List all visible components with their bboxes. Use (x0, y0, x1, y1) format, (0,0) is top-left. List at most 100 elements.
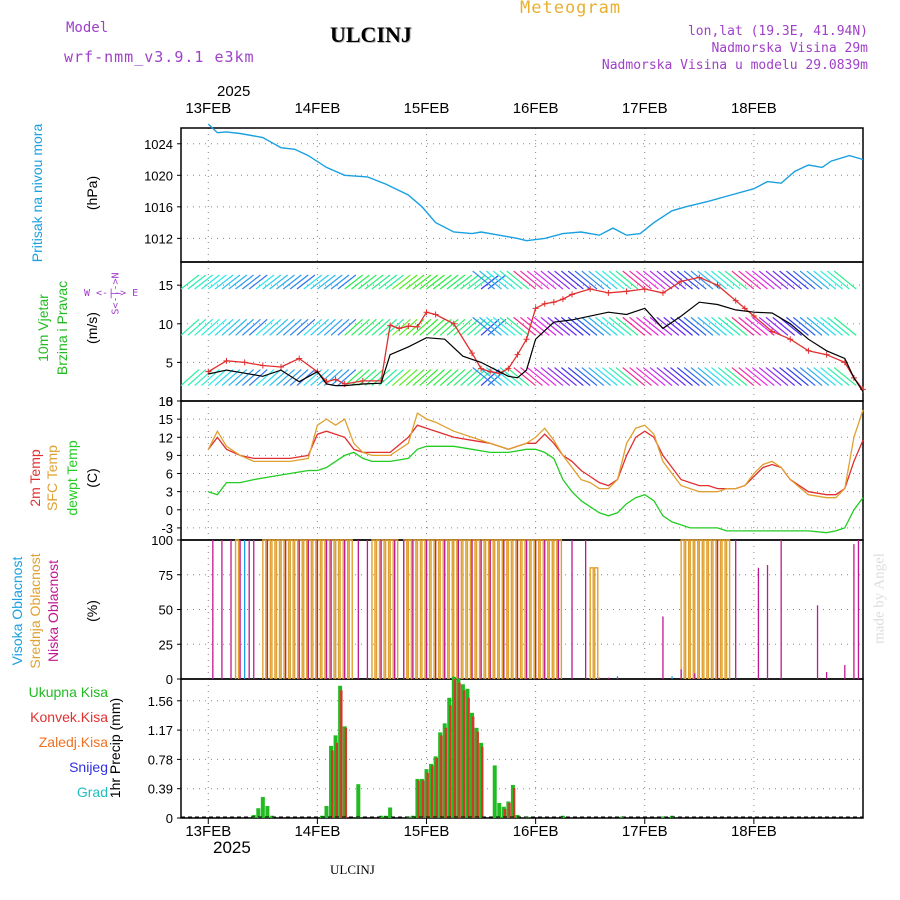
wind-barb (467, 318, 486, 336)
wind-barb (419, 318, 439, 336)
wind-barb (262, 369, 282, 387)
wind-barb (629, 270, 652, 290)
wind-barb (663, 316, 687, 336)
wind-barb (779, 270, 802, 290)
wind-barb (385, 369, 404, 387)
wind-barb (392, 369, 411, 387)
wind-barb (717, 367, 741, 387)
wind-speed-marker (332, 376, 339, 383)
wind-barb (214, 369, 234, 387)
wind-barb (467, 369, 486, 387)
wind-barb (446, 274, 466, 290)
wind-barb (207, 318, 227, 336)
wind-barb (194, 318, 214, 336)
watermark: made by Angel (871, 553, 888, 644)
precip-bar (356, 784, 361, 818)
wind-barb (310, 274, 329, 290)
wind-barb (513, 316, 537, 336)
wind-barb (526, 316, 550, 336)
wind-barb (432, 369, 452, 387)
wind-barb (820, 316, 843, 336)
cloud-bar (321, 539, 326, 679)
wind-barb (499, 270, 523, 290)
wind-barb (724, 367, 748, 387)
y-tick-label: 5 (166, 355, 173, 370)
wind-barb (426, 318, 445, 336)
wind-barb (833, 316, 857, 336)
wind-barb (405, 369, 425, 387)
wind-barb (779, 367, 802, 387)
wind-speed-marker (805, 347, 812, 354)
wind-barb (642, 270, 666, 290)
y-tick-label: 0 (166, 672, 173, 687)
wind-barb (432, 274, 452, 290)
wind-barb (697, 316, 721, 336)
wind-barb (738, 270, 762, 290)
wind-barb (772, 367, 796, 387)
pressure-line (207, 123, 864, 242)
cloud-bar (475, 539, 481, 679)
cloud-bar (384, 539, 390, 679)
wind-barb (670, 367, 693, 387)
wind-barb (751, 270, 775, 290)
temp-sfc-label: SFC Temp (44, 445, 60, 511)
wind-barb (439, 274, 459, 290)
wind-barb (248, 274, 268, 290)
wind-barb (364, 369, 384, 387)
cloud-low-label: Niska Oblacnost (45, 560, 61, 662)
wind-speed-marker (387, 322, 394, 329)
precip-bar (251, 814, 256, 818)
y-tick-label: 1.17 (148, 723, 173, 738)
wind-barb (453, 369, 473, 387)
wind-barb (480, 318, 500, 336)
wind-speed-marker (296, 355, 303, 362)
wind-barb (351, 274, 370, 290)
wind-barb (473, 274, 493, 290)
wind-barb (833, 270, 857, 290)
wind-barb (472, 270, 496, 290)
wind-barb (289, 318, 309, 336)
wind-barb (337, 274, 357, 290)
wind-barb (581, 367, 605, 387)
wind-barb (806, 270, 830, 290)
lonlat-label: lon,lat (19.3E, 41.94N) (687, 24, 868, 39)
cloud-bar (521, 539, 526, 679)
wind-barb (412, 274, 432, 290)
wind-barb (419, 274, 439, 290)
wind-barb (303, 318, 323, 336)
cloud-bar (512, 539, 517, 679)
wind-barb (772, 316, 796, 336)
wind-barb (615, 367, 639, 387)
y-tick-label: 1.56 (148, 694, 173, 709)
y-tick-label: 50 (159, 603, 173, 618)
wind-barb (622, 316, 646, 336)
precip-bar (462, 690, 466, 818)
cloud-bar (694, 539, 699, 679)
wind-barb (276, 274, 295, 290)
wind-barb (235, 274, 254, 290)
wind-barb (663, 367, 687, 387)
cloud-bar (416, 539, 422, 679)
wind-barb (826, 367, 850, 387)
wind-barb (371, 274, 391, 290)
y-tick-label: 1024 (144, 137, 173, 152)
wind-barb (392, 274, 411, 290)
wind-barb (636, 316, 659, 336)
wind-speed-marker (223, 357, 230, 364)
y-tick-label: 100 (151, 533, 173, 548)
y-tick-label: 1016 (144, 200, 173, 215)
precip-bar (492, 765, 497, 818)
wind-barb (460, 274, 479, 290)
cloud-bar (725, 539, 731, 679)
wind-barb (717, 316, 741, 336)
wind-barb (799, 367, 823, 387)
wind-barb (676, 316, 700, 336)
wind-barb (690, 367, 714, 387)
wind-barb (629, 316, 652, 336)
cloud-bar (303, 539, 308, 679)
y-tick-label: 1012 (144, 231, 173, 246)
y-tick-label: 75 (159, 568, 173, 583)
wind-barb (731, 270, 755, 290)
wind-barb (813, 367, 837, 387)
wind-barb (344, 274, 364, 290)
